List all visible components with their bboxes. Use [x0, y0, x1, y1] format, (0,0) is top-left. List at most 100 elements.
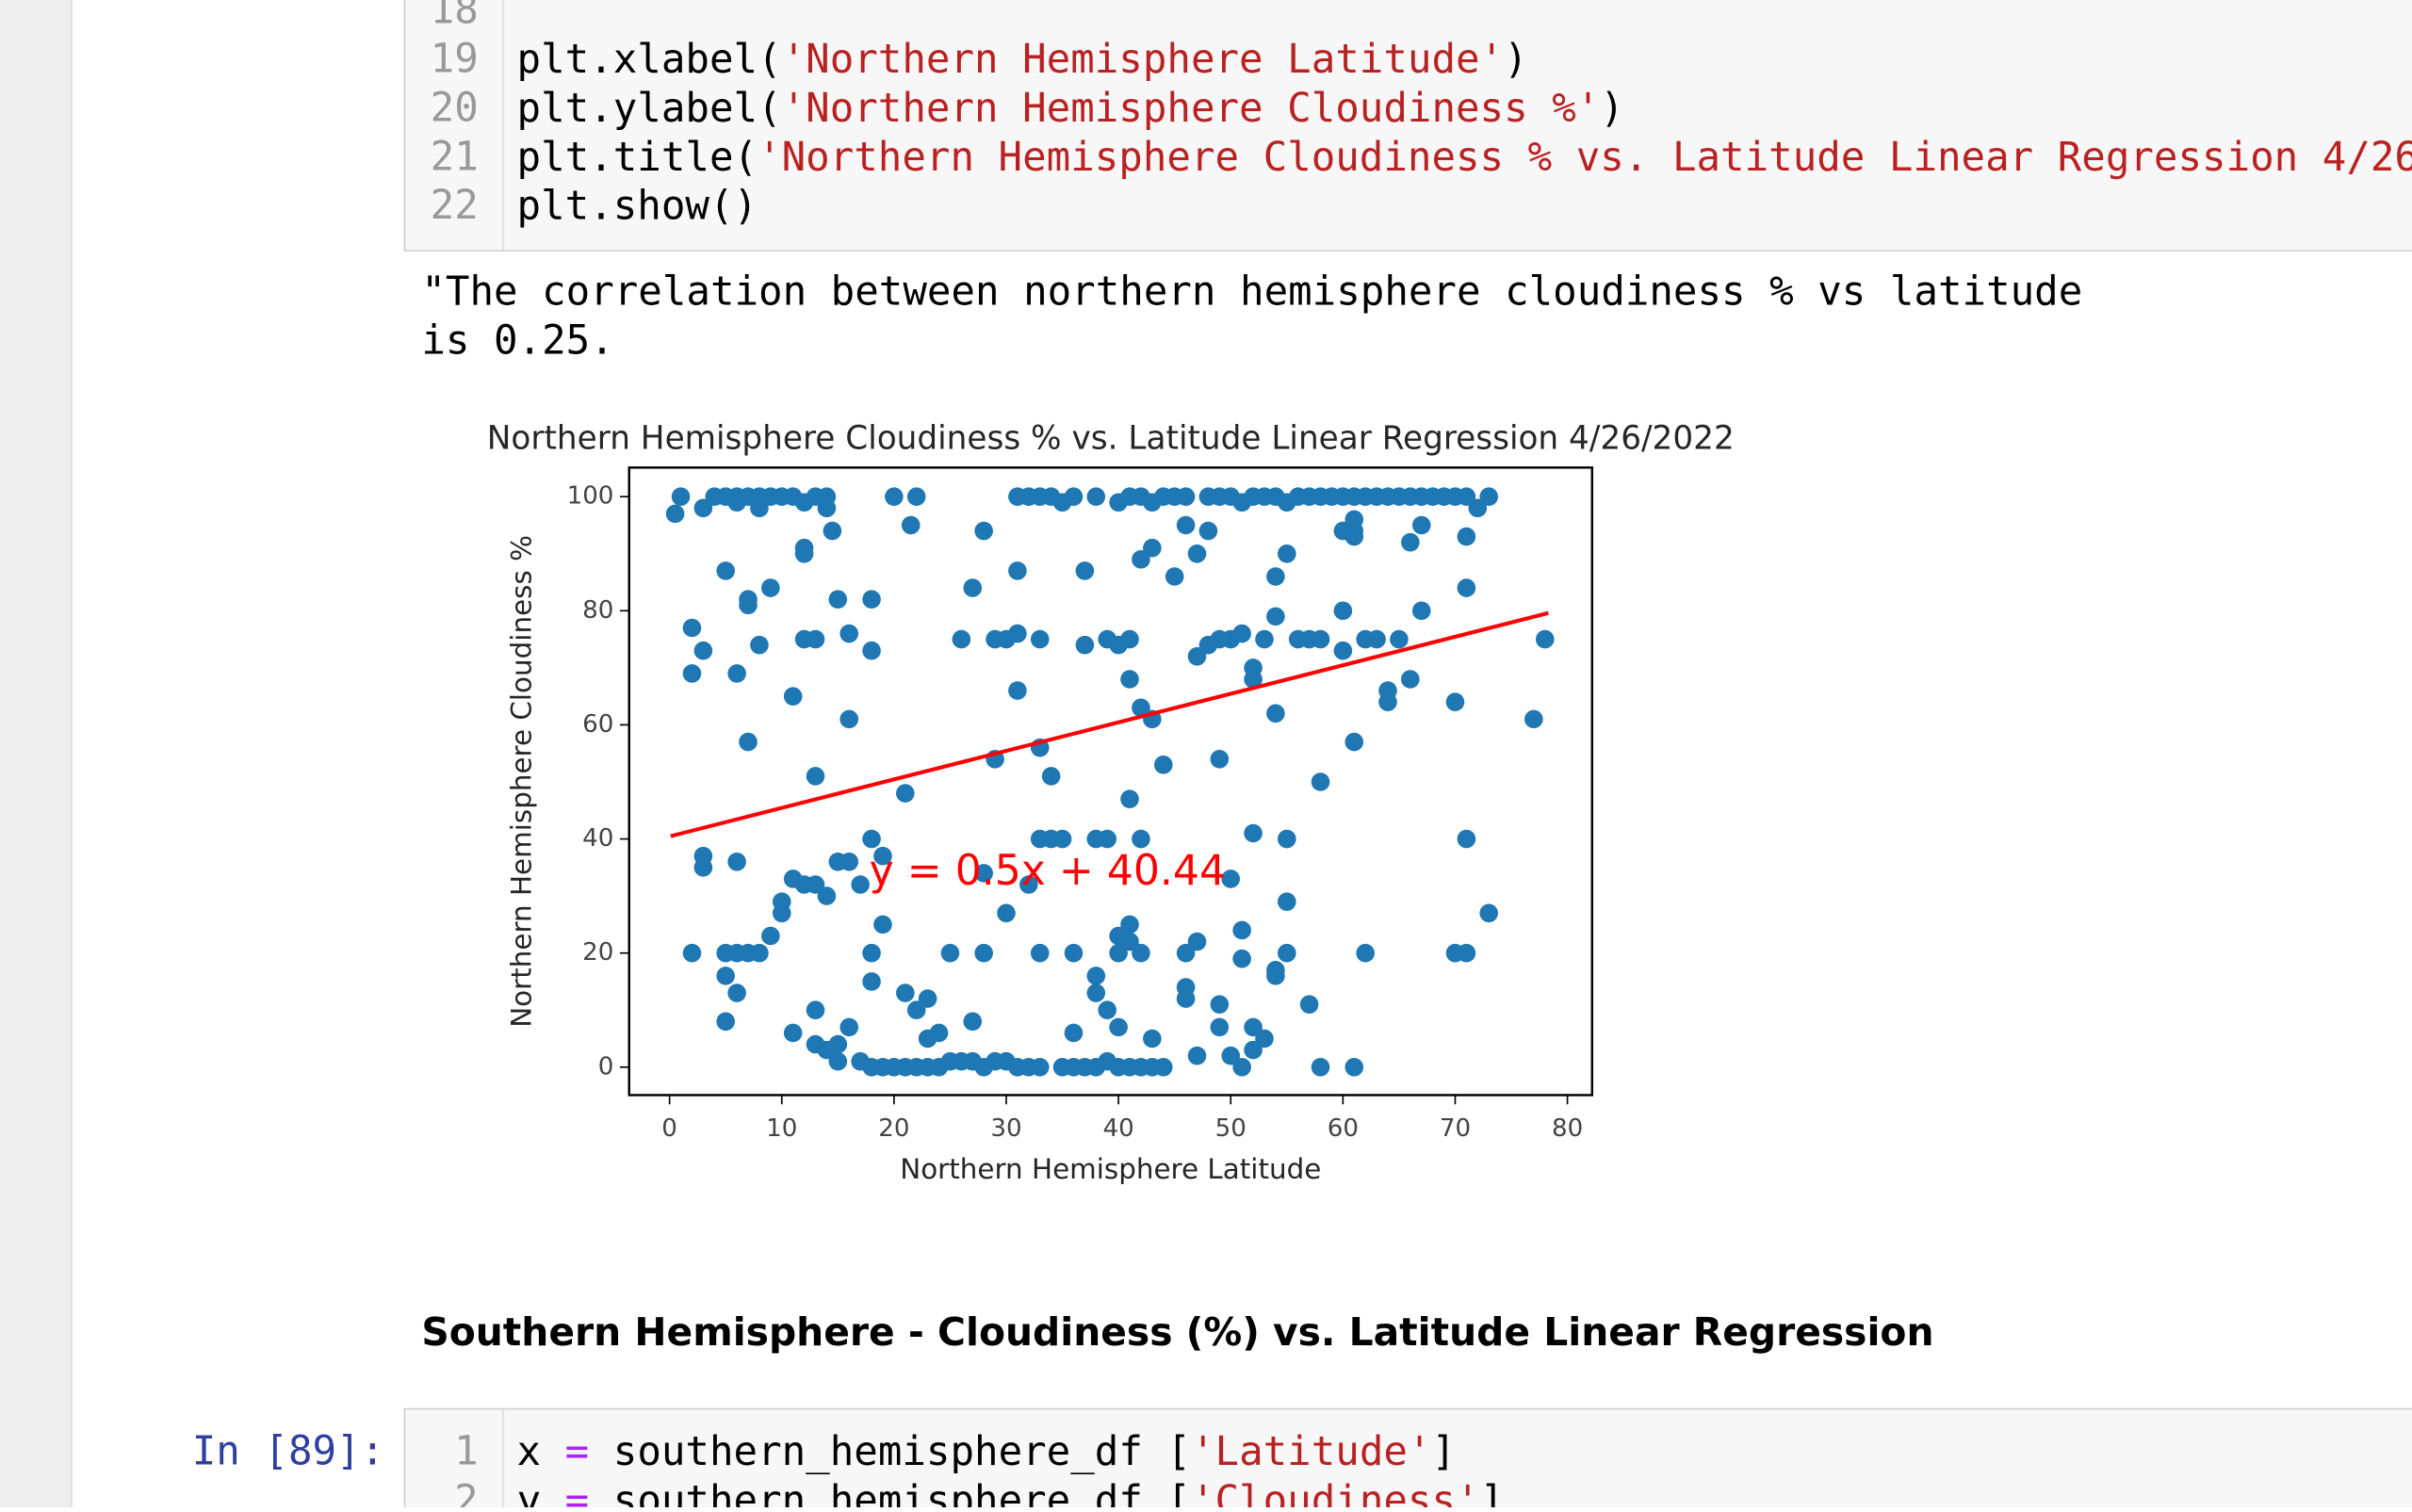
scatter-point: [1378, 692, 1397, 712]
y-tick-label: 100: [567, 482, 614, 511]
scatter-point: [772, 892, 791, 911]
scatter-point: [952, 629, 971, 649]
scatter-point: [895, 784, 915, 803]
scatter-point: [1165, 567, 1184, 586]
scatter-point: [739, 732, 758, 752]
scatter-point: [885, 487, 904, 507]
scatter-point: [906, 1000, 926, 1020]
code-token: 'Northern Hemisphere Latitude': [782, 36, 1505, 82]
scatter-point: [828, 590, 848, 610]
scatter-point: [1008, 624, 1027, 643]
scatter-point: [1277, 943, 1296, 963]
x-tick-label: 50: [1215, 1114, 1247, 1143]
scatter-point: [1064, 487, 1084, 507]
line-number: 1: [454, 1428, 479, 1474]
scatter-point: [1030, 943, 1050, 963]
prompt: In [89]:: [192, 1428, 384, 1474]
scatter-point: [940, 943, 960, 963]
scatter-point: [1187, 1046, 1207, 1065]
scatter-point: [1479, 487, 1499, 507]
scatter-point: [682, 664, 702, 683]
scatter-point: [1244, 1017, 1263, 1037]
line-number: 21: [431, 134, 479, 180]
scatter-point: [750, 943, 769, 963]
scatter-point: [682, 618, 702, 638]
scatter-point: [1187, 932, 1207, 951]
scatter-point: [1143, 1029, 1162, 1049]
scatter-point: [1524, 709, 1543, 729]
scatter-point: [1445, 692, 1465, 712]
code-line: x = southern_hemisphere_df ['Latitude']: [517, 1428, 1456, 1474]
code-cell[interactable]: [403, 0, 2412, 252]
scatter-point: [1120, 789, 1139, 808]
scatter-point: [918, 989, 937, 1008]
code-line: plt.title('Northern Hemisphere Cloudines…: [517, 134, 2412, 180]
scatter-point: [1221, 1046, 1241, 1065]
scatter-point: [1109, 943, 1128, 963]
scatter-point: [974, 864, 993, 883]
scatter-point: [1468, 498, 1488, 518]
scatter-point: [783, 687, 803, 706]
scatter-point: [1064, 943, 1084, 963]
scatter-point: [1210, 749, 1230, 769]
scatter-point: [1390, 629, 1409, 649]
scatter-point: [665, 504, 685, 524]
scatter-point: [828, 1051, 848, 1071]
scatter-point: [1132, 829, 1150, 849]
scatter-point: [1086, 487, 1106, 507]
scatter-point: [806, 875, 825, 894]
scatter-point: [727, 664, 746, 683]
scatter-point: [862, 590, 881, 610]
scatter-point: [873, 915, 892, 935]
code-line: plt.xlabel('Northern Hemisphere Latitude…: [517, 36, 1528, 82]
scatter-point: [682, 943, 702, 963]
code-token: 'Northern Hemisphere Cloudiness %': [782, 85, 1601, 131]
y-tick-label: 80: [582, 596, 613, 625]
code-token: plt.ylabel(: [517, 85, 782, 131]
scatter-point: [1277, 493, 1296, 512]
x-tick-label: 0: [661, 1114, 677, 1143]
scatter-point: [1232, 920, 1251, 940]
scatter-point: [1086, 967, 1106, 985]
scatter-point: [1457, 487, 1476, 507]
code-token: plt.xlabel(: [517, 36, 782, 82]
scatter-point: [839, 624, 859, 643]
scatter-point: [906, 487, 926, 507]
code-token: x: [517, 1428, 565, 1474]
x-tick-label: 40: [1102, 1114, 1133, 1143]
y-axis-label: Northern Hemisphere Cloudiness %: [506, 535, 538, 1028]
scatter-point: [1086, 984, 1106, 1002]
chart: Northern Hemisphere Cloudiness % vs. Lat…: [487, 419, 1735, 1185]
scatter-point: [1132, 550, 1150, 569]
scatter-point: [1266, 704, 1285, 723]
x-axis-label: Northern Hemisphere Latitude: [900, 1153, 1321, 1185]
scatter-point: [839, 709, 859, 729]
scatter-point: [1244, 823, 1263, 843]
scatter-point: [1210, 995, 1230, 1014]
scatter-point: [817, 498, 837, 518]
scatter-point: [1457, 578, 1476, 597]
x-tick-label: 70: [1440, 1114, 1471, 1143]
scatter-point: [750, 635, 769, 655]
x-tick-label: 20: [878, 1114, 909, 1143]
code-token: ]: [1480, 1477, 1505, 1507]
scatter-point: [1030, 629, 1050, 649]
output-text: "The correlation between northern hemisp…: [421, 268, 2082, 315]
scatter-point: [671, 487, 691, 507]
scatter-point: [997, 903, 1016, 923]
scatter-point: [1143, 538, 1162, 558]
scatter-point: [895, 984, 915, 1002]
output-text: is 0.25.: [421, 318, 613, 365]
scatter-point: [1356, 943, 1375, 963]
code-token: =: [565, 1477, 590, 1507]
scatter-point: [1109, 1017, 1128, 1037]
scatter-point: [1098, 829, 1116, 849]
code-cell[interactable]: [403, 1407, 2412, 1512]
scatter-point: [693, 498, 713, 518]
scatter-point: [1098, 1000, 1116, 1020]
scatter-point: [1457, 943, 1476, 963]
scatter-point: [1030, 1057, 1050, 1077]
scatter-point: [862, 943, 881, 963]
code-token: y: [517, 1477, 565, 1507]
